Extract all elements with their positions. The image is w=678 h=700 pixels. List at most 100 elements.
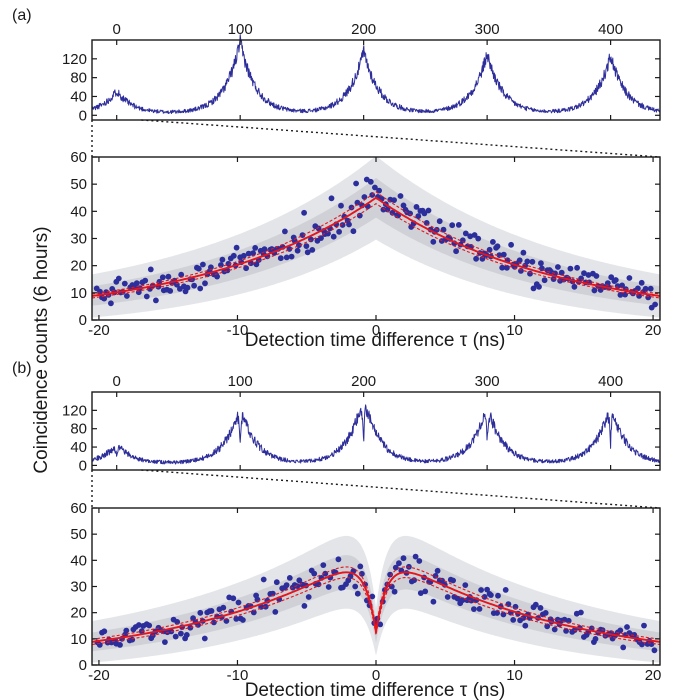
data-point [303,243,310,250]
data-point [136,622,142,628]
data-point [146,622,153,629]
data-point [153,297,159,304]
panel-label-a: (a) [12,7,32,24]
data-point [397,193,404,199]
data-point [230,595,237,602]
data-point [108,300,114,307]
data-point [211,619,217,626]
x-tick-label: 400 [598,21,623,38]
data-point [225,260,232,267]
data-point [191,282,198,289]
data-point [121,280,128,287]
data-point [471,606,477,612]
data-point [208,264,214,271]
y-tick-label: 40 [70,88,87,105]
data-point [335,556,342,563]
data-point [413,204,420,210]
data-point [254,596,261,603]
data-point [475,235,482,242]
data-point [361,194,368,200]
overview-trace [91,34,661,114]
overview-frame [91,39,661,121]
data-point [178,630,184,637]
data-point [301,603,308,609]
data-point [453,248,459,255]
data-point [282,228,288,235]
data-point [197,285,204,292]
data-point [352,583,359,590]
data-point [455,222,462,228]
zoom-connector-right [141,119,661,158]
data-point [115,275,122,282]
data-point [612,277,619,283]
x-tick-label: 100 [228,21,253,38]
data-point [565,617,572,624]
data-point [415,213,422,220]
fit-bound-dashed [92,566,660,640]
data-point [530,285,537,292]
data-point [617,627,624,634]
data-point [380,206,387,213]
data-point [510,617,517,623]
data-point [490,239,496,245]
data-point [277,255,284,262]
data-point [567,265,574,272]
data-point [101,628,108,635]
data-point [440,226,447,233]
x-tick-label: 200 [351,373,376,390]
data-point [425,207,432,214]
data-point [563,628,569,634]
x-tick-label: 0 [372,322,380,339]
data-point [369,593,376,600]
data-point [200,261,206,268]
data-point [230,252,237,259]
data-point [555,264,561,270]
data-point [184,284,191,291]
data-point [434,567,441,574]
data-point [243,265,250,272]
data-point [484,586,490,593]
x-tick-label: 200 [351,21,376,38]
data-point [407,210,413,217]
data-point [309,247,316,253]
data-point [468,597,475,604]
data-point [301,209,307,216]
data-point [376,187,382,194]
data-point [325,584,332,590]
plot-area [92,535,660,663]
y-tick-label: 0 [79,312,87,329]
x-tick-label: 0 [113,21,121,38]
data-point [454,595,461,602]
data-point [527,270,533,277]
panel-b-zoom: -20 -10 0 10 20 0 10 20 30 40 50 60 [70,500,661,684]
panel-b-xlabel: Detection time difference τ (ns) [245,680,506,700]
x-tick-label: 10 [506,667,523,684]
data-point [449,222,456,229]
data-point [396,560,402,567]
data-point [250,250,256,257]
data-point [202,280,208,287]
y-axis-label: Coincidence counts (6 hours) [31,226,52,473]
data-point [542,610,549,616]
y-tick-label: 40 [70,552,87,569]
data-point [262,603,269,610]
data-point [478,587,484,593]
data-point [201,635,208,642]
data-point [357,563,364,570]
data-point [350,228,357,235]
panel-a-zoom: -20 -10 0 10 20 0 10 20 30 40 50 60 [70,149,661,339]
data-point [488,592,494,598]
data-point [384,206,391,213]
data-point [638,279,645,286]
data-point [356,212,363,219]
data-point [304,249,311,256]
y-tick-label: 30 [70,579,87,596]
data-point [499,264,506,271]
data-point [522,622,529,629]
fit-curve [92,571,660,643]
data-point [614,283,621,289]
y-tick-label: 10 [70,631,87,648]
data-point [353,180,359,187]
data-point [174,619,181,625]
